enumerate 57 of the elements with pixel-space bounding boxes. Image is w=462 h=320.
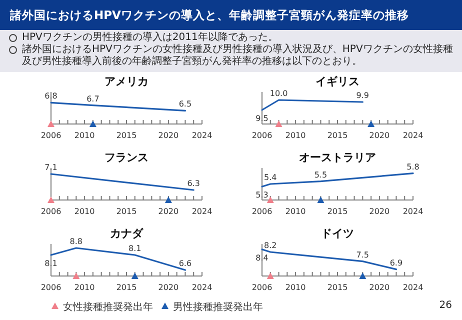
data-label: 8.2 [264, 241, 277, 250]
data-label: 6.6 [178, 259, 192, 268]
data-label: 5.8 [406, 162, 420, 172]
data-label: 7.1 [44, 163, 58, 172]
x-tick-label: 2024 [192, 131, 212, 140]
data-label: 5.4 [264, 173, 277, 182]
text: 諸外国におけるHPVワクチンの導入と、年齢調整子宮頸がん発症率の推移 [10, 8, 409, 23]
data-label: 8.8 [70, 237, 83, 246]
x-tick-label: 2024 [192, 283, 212, 292]
x-tick-label: 2006 [40, 207, 62, 216]
chart-title: カナダ [110, 227, 144, 240]
data-label: 7.5 [356, 250, 370, 260]
chart-title: オーストラリア [299, 151, 376, 164]
x-tick-label: 2010 [74, 283, 95, 292]
data-label: 6.3 [187, 179, 200, 188]
x-tick-label: 2006 [252, 207, 272, 216]
x-tick-label: 2010 [74, 131, 95, 140]
x-tick-label: 2015 [327, 131, 348, 140]
x-tick-label: 2015 [116, 283, 137, 292]
chart-title: イギリス [316, 75, 360, 88]
data-label: 9.9 [356, 91, 370, 100]
x-tick-label: 2020 [369, 207, 390, 216]
data-label: 6.7 [86, 94, 100, 104]
x-tick-label: 2020 [158, 207, 179, 216]
x-tick-label: 2006 [40, 283, 62, 292]
chart-title: フランス [104, 151, 148, 164]
x-tick-label: 2015 [116, 131, 137, 140]
data-label: 10.0 [270, 89, 288, 98]
chart-title: アメリカ [104, 75, 148, 88]
x-tick-label: 2020 [158, 283, 179, 292]
x-tick-label: 2015 [327, 283, 348, 292]
x-tick-label: 2020 [369, 283, 390, 292]
x-tick-label: 2010 [74, 207, 95, 216]
x-tick-label: 2006 [252, 131, 272, 140]
x-tick-label: 2024 [192, 207, 212, 216]
x-tick-label: 2024 [402, 131, 424, 140]
x-tick-label: 2020 [369, 131, 390, 140]
legend-label: 男性接種推奨発出年 [173, 301, 263, 313]
text: 諸外国におけるHPVワクチンの女性接種及び男性接種の導入状況及び、HPVワクチンの女性接種及び男性接種導入前後の年齢調整子宮頸がん発祥率の推移は以下のとおり。 [22, 44, 453, 67]
x-tick-label: 2015 [116, 207, 137, 216]
x-tick-label: 2024 [402, 207, 424, 216]
text: HPVワクチンの男性接種の導入は2011年以降であった。 [22, 32, 278, 43]
legend-label: 女性接種推奨発出年 [63, 301, 153, 313]
text: 26 [439, 300, 452, 311]
x-tick-label: 2020 [158, 131, 179, 140]
x-tick-label: 2015 [327, 207, 348, 216]
x-tick-label: 2010 [285, 207, 306, 216]
x-tick-label: 2024 [402, 283, 424, 292]
data-label: 6.5 [178, 100, 192, 109]
data-label: 8.1 [128, 244, 142, 253]
data-label: 5.5 [314, 170, 328, 180]
x-tick-label: 2006 [40, 131, 62, 140]
x-tick-label: 2010 [285, 283, 306, 292]
chart-title: ドイツ [321, 227, 354, 240]
x-tick-label: 2010 [285, 131, 306, 140]
data-label: 6.9 [390, 258, 403, 268]
x-tick-label: 2006 [252, 283, 272, 292]
